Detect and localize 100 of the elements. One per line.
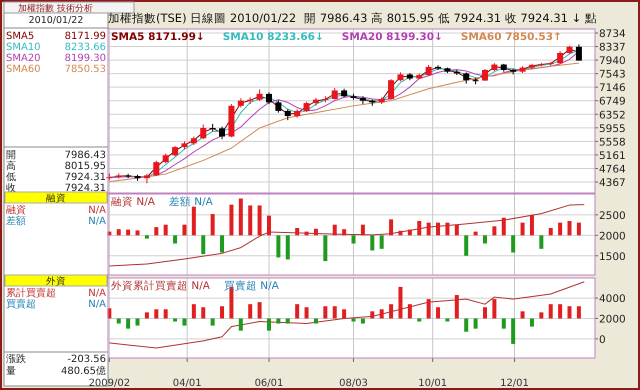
text: 融資: [6, 204, 26, 216]
bar: [258, 205, 262, 236]
y-tick-label: 2500: [599, 210, 626, 222]
bar: [201, 235, 206, 254]
bar: [323, 235, 328, 262]
text: N/A: [88, 299, 106, 310]
bar: [398, 286, 402, 318]
text: N/A: [88, 205, 106, 216]
text: SMA10 8233.66↓: [222, 31, 324, 43]
text: 加權指數 技術分析: [18, 3, 93, 14]
text: 7924.31: [64, 183, 106, 194]
text: 量: [6, 366, 16, 377]
y-tick-label: 5955: [599, 122, 626, 135]
bar: [136, 230, 140, 236]
candlestick: [576, 44, 582, 62]
bar: [314, 318, 318, 324]
text: N/A: [88, 216, 106, 227]
bar: [568, 221, 572, 236]
y-tick-label: 0: [599, 334, 606, 346]
y-tick-label: 7543: [599, 68, 626, 81]
bar: [520, 222, 525, 236]
bar: [173, 235, 178, 244]
y-tick-label: 7940: [599, 55, 626, 68]
bar: [295, 304, 300, 318]
candlestick: [388, 78, 394, 100]
y-tick-label: 5558: [599, 136, 626, 148]
bar: [426, 299, 431, 318]
bar: [436, 222, 440, 236]
candlestick: [162, 153, 169, 164]
bar: [192, 304, 196, 318]
bar: [126, 230, 130, 236]
bar: [352, 318, 356, 322]
bar: [548, 304, 553, 318]
bar: [417, 221, 422, 236]
text: 480.65億: [61, 365, 106, 377]
bar: [568, 306, 572, 318]
candlestick: [275, 100, 282, 114]
bar: [576, 222, 581, 236]
bar: [492, 299, 496, 318]
candlestick: [219, 126, 226, 140]
text: SMA5 8171.99↓: [111, 31, 205, 43]
text: 低: [6, 172, 16, 183]
line-series: [108, 281, 585, 349]
bar: [248, 304, 252, 318]
y-tick-label: 6749: [599, 96, 626, 108]
bar: [144, 312, 149, 318]
y-tick-label: 7146: [599, 82, 626, 94]
candlestick: [200, 124, 206, 140]
candlestick: [482, 68, 488, 82]
x-tick-label: 04/01: [172, 378, 202, 389]
bar: [173, 318, 178, 322]
bar: [229, 204, 234, 236]
x-tick-label: 10/01: [418, 378, 448, 389]
bar: [370, 311, 374, 318]
text: SMA60: [6, 64, 41, 75]
candlestick: [266, 92, 272, 105]
bar: [164, 309, 168, 318]
text: 高: [6, 160, 16, 172]
candlestick: [332, 88, 338, 100]
bar: [323, 306, 328, 318]
bar: [436, 307, 440, 318]
bar: [380, 235, 384, 249]
text: 2010/01/22: [28, 15, 84, 26]
bar: [220, 235, 224, 252]
x-tick-label: 06/01: [254, 378, 284, 389]
bar: [266, 216, 271, 236]
bar: [576, 306, 581, 318]
bar: [454, 224, 459, 236]
bar: [548, 228, 553, 236]
bar: [342, 229, 346, 236]
bar: [144, 235, 149, 239]
candlestick: [284, 108, 291, 121]
text: 開: [6, 150, 16, 161]
bar: [154, 227, 158, 236]
y-tick-label: 5161: [599, 150, 626, 162]
text: SMA60 7850.53↑: [460, 31, 562, 43]
bar: [116, 229, 121, 236]
text: 7924.31: [64, 172, 106, 183]
bar: [539, 312, 544, 318]
bar: [286, 235, 290, 260]
x-tick-label: 12/01: [500, 378, 529, 389]
bar: [304, 307, 309, 318]
text: 7850.53: [64, 64, 106, 75]
bar: [276, 318, 280, 324]
candlestick: [238, 98, 244, 108]
chart-title: 加權指數(TSE) 日線圖 2010/01/22: [108, 11, 296, 25]
bar: [154, 309, 158, 318]
bar: [238, 318, 243, 331]
bar: [192, 206, 196, 236]
bar: [248, 205, 252, 236]
chart-subtitle: 開 7986.43 高 8015.95 低 7924.31 收 7924.31 ↓ 點: [304, 11, 597, 25]
text: 差額: [6, 215, 26, 227]
text: 7986.43: [64, 150, 106, 161]
candlestick: [172, 146, 178, 157]
text: 買賣超: [6, 298, 36, 310]
text: 外資: [46, 275, 66, 287]
bar: [408, 304, 412, 318]
y-tick-label: 4000: [599, 293, 626, 306]
bar: [558, 222, 562, 236]
bar: [258, 302, 262, 318]
